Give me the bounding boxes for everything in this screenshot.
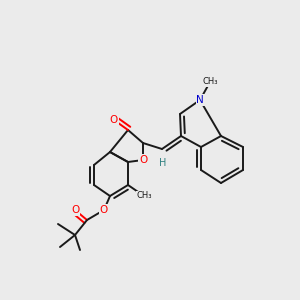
Text: O: O bbox=[139, 155, 147, 165]
Text: CH₃: CH₃ bbox=[136, 191, 152, 200]
Text: H: H bbox=[159, 158, 167, 168]
Text: O: O bbox=[71, 205, 79, 215]
Text: N: N bbox=[196, 95, 204, 105]
Text: CH₃: CH₃ bbox=[202, 77, 218, 86]
Text: O: O bbox=[100, 205, 108, 215]
Text: O: O bbox=[110, 115, 118, 125]
